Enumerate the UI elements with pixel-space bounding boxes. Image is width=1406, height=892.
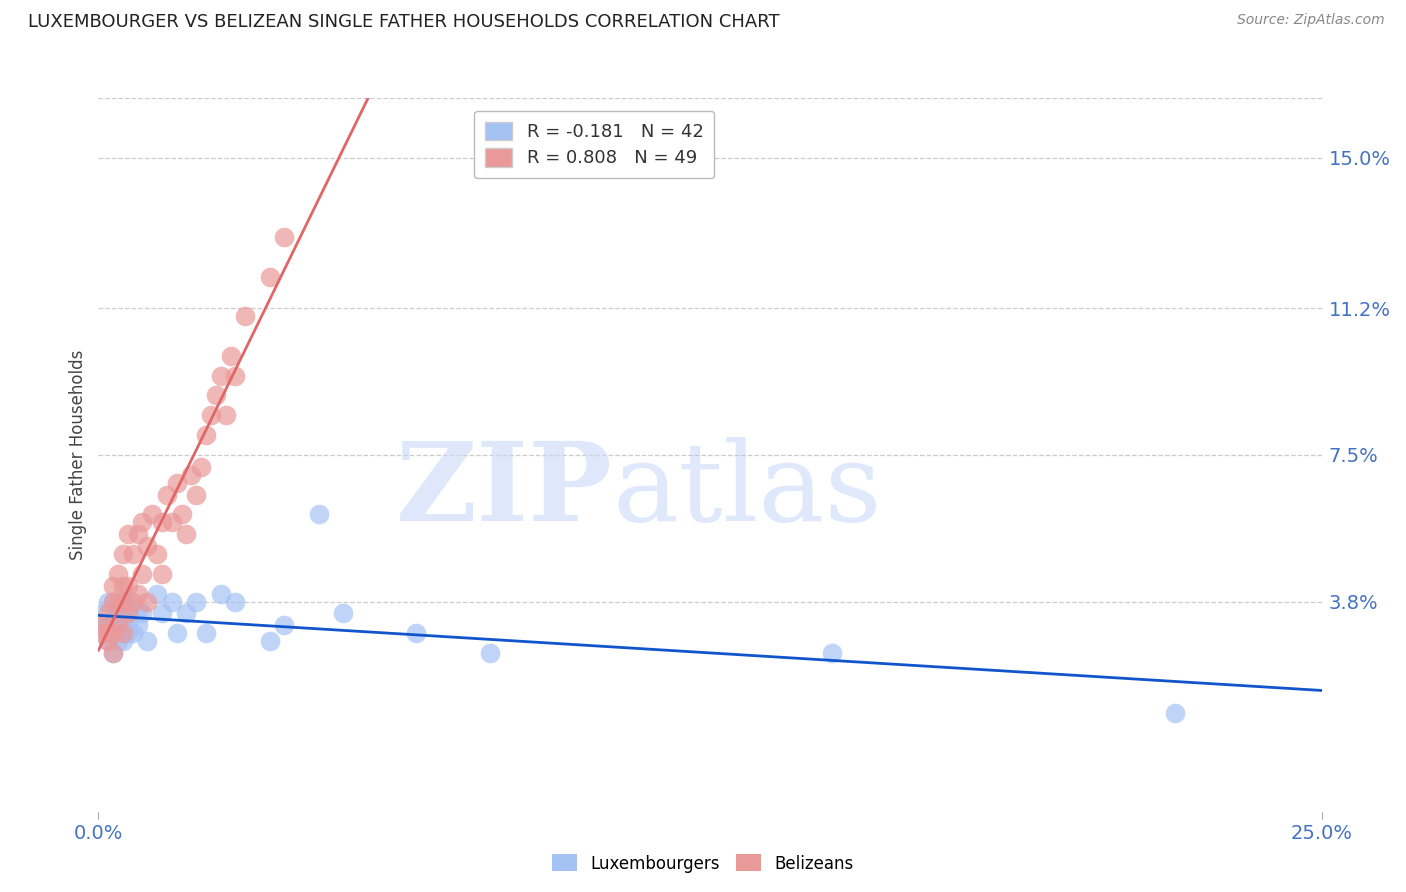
- Point: [195, 428, 218, 442]
- Point: [111, 579, 134, 593]
- Point: [107, 626, 129, 640]
- Text: LUXEMBOURGER VS BELIZEAN SINGLE FATHER HOUSEHOLDS CORRELATION CHART: LUXEMBOURGER VS BELIZEAN SINGLE FATHER H…: [28, 13, 780, 31]
- Point: [136, 539, 159, 553]
- Point: [219, 349, 242, 363]
- Y-axis label: Single Father Households: Single Father Households: [69, 350, 87, 560]
- Point: [121, 547, 143, 561]
- Point: [111, 610, 134, 624]
- Legend: Luxembourgers, Belizeans: Luxembourgers, Belizeans: [546, 847, 860, 880]
- Point: [101, 626, 124, 640]
- Point: [332, 607, 354, 621]
- Point: [101, 646, 124, 660]
- Point: [127, 527, 149, 541]
- Point: [101, 594, 124, 608]
- Point: [821, 646, 844, 660]
- Text: Source: ZipAtlas.com: Source: ZipAtlas.com: [1237, 13, 1385, 28]
- Point: [160, 594, 183, 608]
- Point: [111, 594, 134, 608]
- Point: [107, 602, 129, 616]
- Point: [233, 309, 256, 323]
- Point: [117, 594, 139, 608]
- Point: [308, 508, 330, 522]
- Point: [131, 607, 153, 621]
- Point: [478, 646, 501, 660]
- Point: [150, 566, 173, 581]
- Point: [117, 607, 139, 621]
- Point: [127, 587, 149, 601]
- Point: [117, 579, 139, 593]
- Point: [91, 623, 114, 637]
- Point: [273, 230, 295, 244]
- Point: [160, 516, 183, 530]
- Point: [176, 527, 198, 541]
- Point: [131, 516, 153, 530]
- Point: [180, 467, 202, 482]
- Point: [190, 459, 212, 474]
- Point: [97, 634, 120, 648]
- Point: [186, 594, 208, 608]
- Point: [170, 508, 193, 522]
- Point: [101, 615, 124, 629]
- Point: [97, 634, 120, 648]
- Point: [101, 626, 124, 640]
- Point: [111, 634, 134, 648]
- Point: [150, 607, 173, 621]
- Point: [111, 626, 134, 640]
- Point: [107, 594, 129, 608]
- Point: [107, 566, 129, 581]
- Point: [224, 594, 246, 608]
- Point: [127, 602, 149, 616]
- Point: [101, 594, 124, 608]
- Point: [91, 618, 114, 632]
- Point: [209, 368, 232, 383]
- Point: [127, 618, 149, 632]
- Point: [97, 626, 120, 640]
- Point: [91, 607, 114, 621]
- Point: [136, 594, 159, 608]
- Point: [141, 508, 163, 522]
- Point: [273, 618, 295, 632]
- Point: [146, 547, 169, 561]
- Point: [131, 566, 153, 581]
- Point: [166, 626, 188, 640]
- Point: [107, 618, 129, 632]
- Point: [146, 587, 169, 601]
- Point: [166, 475, 188, 490]
- Point: [136, 634, 159, 648]
- Point: [101, 579, 124, 593]
- Point: [186, 487, 208, 501]
- Point: [111, 547, 134, 561]
- Point: [97, 618, 120, 632]
- Text: ZIP: ZIP: [395, 437, 612, 544]
- Point: [150, 516, 173, 530]
- Point: [200, 409, 222, 423]
- Point: [107, 618, 129, 632]
- Point: [121, 594, 143, 608]
- Point: [209, 587, 232, 601]
- Point: [205, 388, 228, 402]
- Point: [259, 269, 281, 284]
- Point: [195, 626, 218, 640]
- Point: [111, 626, 134, 640]
- Point: [117, 626, 139, 640]
- Point: [117, 615, 139, 629]
- Point: [176, 607, 198, 621]
- Point: [97, 607, 120, 621]
- Text: atlas: atlas: [612, 437, 882, 544]
- Legend: R = -0.181   N = 42, R = 0.808   N = 49: R = -0.181 N = 42, R = 0.808 N = 49: [474, 111, 714, 178]
- Point: [101, 646, 124, 660]
- Point: [214, 409, 236, 423]
- Point: [259, 634, 281, 648]
- Point: [405, 626, 427, 640]
- Point: [224, 368, 246, 383]
- Point: [121, 626, 143, 640]
- Point: [117, 527, 139, 541]
- Point: [156, 487, 179, 501]
- Point: [111, 594, 134, 608]
- Point: [107, 634, 129, 648]
- Point: [97, 594, 120, 608]
- Point: [91, 626, 114, 640]
- Point: [1164, 706, 1187, 720]
